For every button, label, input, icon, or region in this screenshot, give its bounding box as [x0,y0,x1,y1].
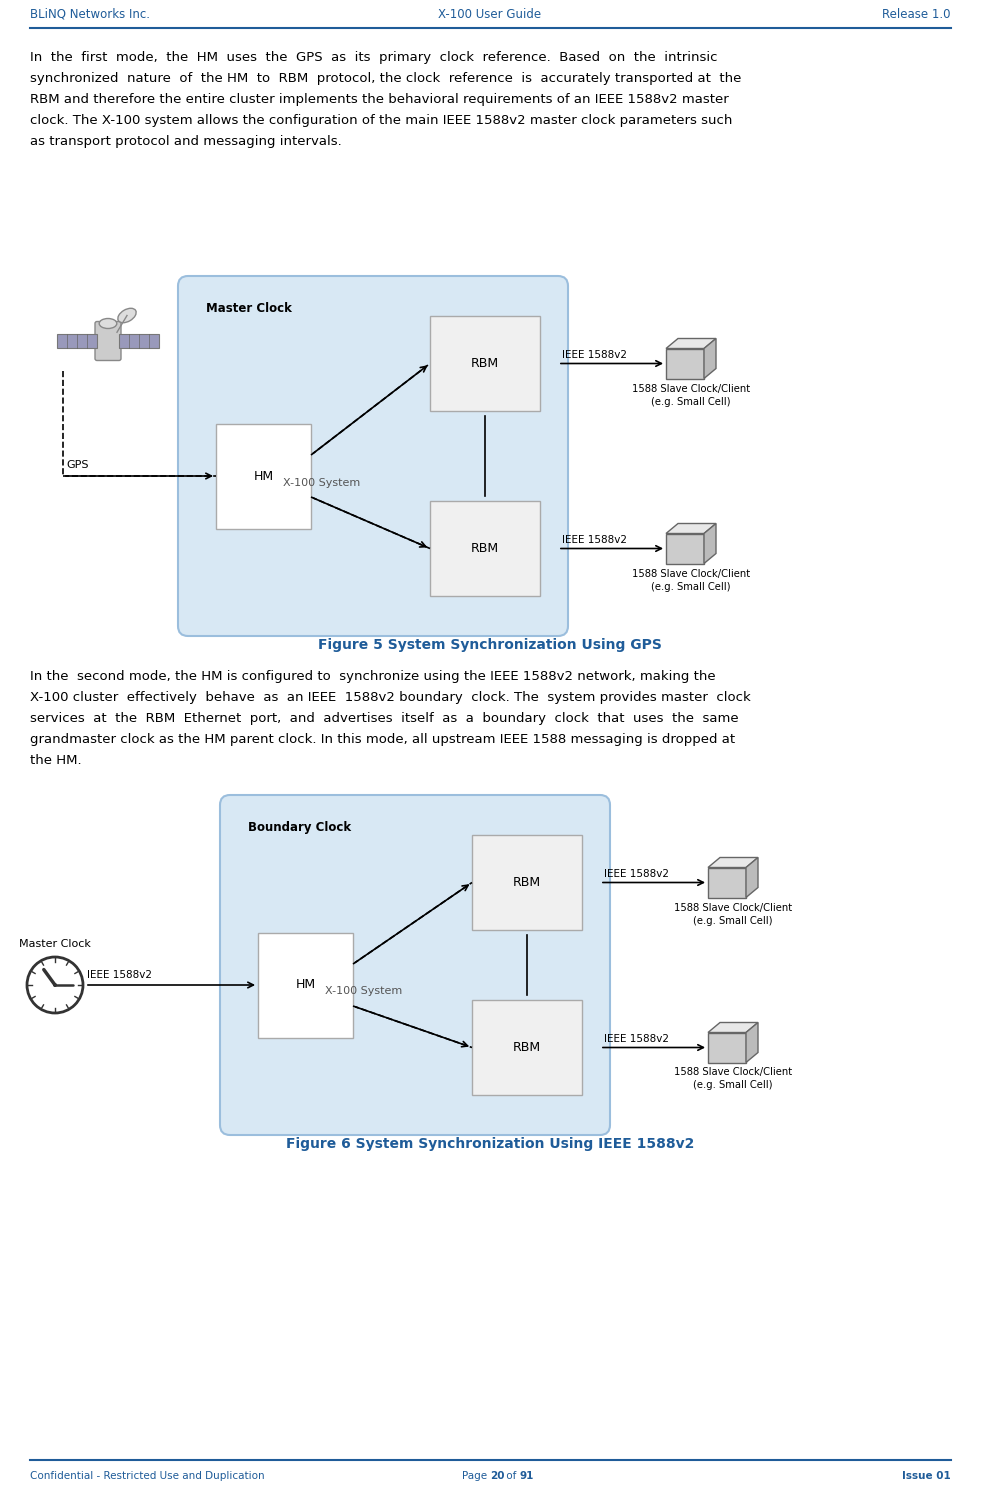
Polygon shape [704,338,716,378]
Text: as transport protocol and messaging intervals.: as transport protocol and messaging inte… [30,135,341,148]
Text: In the  second mode, the HM is configured to  synchronize using the IEEE 1588v2 : In the second mode, the HM is configured… [30,670,715,684]
Text: BLiNQ Networks Inc.: BLiNQ Networks Inc. [30,7,150,21]
Text: (e.g. Small Cell): (e.g. Small Cell) [694,916,773,926]
Text: 20: 20 [490,1471,504,1481]
Text: RBM: RBM [513,877,542,889]
FancyBboxPatch shape [57,334,97,349]
FancyBboxPatch shape [430,501,540,595]
FancyBboxPatch shape [472,999,582,1095]
Text: RBM: RBM [471,358,499,370]
Text: services  at  the  RBM  Ethernet  port,  and  advertises  itself  as  a  boundar: services at the RBM Ethernet port, and a… [30,712,739,726]
Ellipse shape [118,308,136,323]
Text: (e.g. Small Cell): (e.g. Small Cell) [694,1080,773,1091]
Text: Issue 01: Issue 01 [903,1471,951,1481]
Text: synchronized  nature  of  the HM  to  RBM  protocol, the clock  reference  is  a: synchronized nature of the HM to RBM pro… [30,72,742,85]
Text: IEEE 1588v2: IEEE 1588v2 [562,534,627,545]
Text: IEEE 1588v2: IEEE 1588v2 [604,1034,669,1044]
Text: (e.g. Small Cell): (e.g. Small Cell) [651,396,731,407]
FancyBboxPatch shape [119,334,159,349]
FancyBboxPatch shape [708,868,746,898]
Text: HM: HM [295,978,316,992]
Text: Figure 6 System Synchronization Using IEEE 1588v2: Figure 6 System Synchronization Using IE… [285,1137,695,1150]
FancyBboxPatch shape [178,275,568,636]
Text: 91: 91 [520,1471,535,1481]
FancyBboxPatch shape [220,794,610,1135]
Polygon shape [666,338,716,349]
FancyBboxPatch shape [95,322,121,361]
Text: IEEE 1588v2: IEEE 1588v2 [562,350,627,359]
Text: HM: HM [253,470,274,483]
Text: Figure 5 System Synchronization Using GPS: Figure 5 System Synchronization Using GP… [318,637,662,652]
Text: grandmaster clock as the HM parent clock. In this mode, all upstream IEEE 1588 m: grandmaster clock as the HM parent clock… [30,733,735,747]
Text: 1588 Slave Clock/Client: 1588 Slave Clock/Client [632,383,750,393]
Circle shape [27,957,83,1013]
Polygon shape [746,1022,758,1062]
Text: the HM.: the HM. [30,754,81,767]
FancyBboxPatch shape [472,835,582,931]
FancyBboxPatch shape [216,423,311,528]
Text: GPS: GPS [66,459,88,470]
FancyBboxPatch shape [666,349,704,378]
Text: Master Clock: Master Clock [206,302,292,316]
Polygon shape [708,1022,758,1032]
Polygon shape [666,524,716,534]
Text: Boundary Clock: Boundary Clock [248,821,351,833]
Text: RBM and therefore the entire cluster implements the behavioral requirements of a: RBM and therefore the entire cluster imp… [30,93,729,106]
FancyBboxPatch shape [708,1032,746,1062]
Text: 1588 Slave Clock/Client: 1588 Slave Clock/Client [674,902,792,913]
Text: In  the  first  mode,  the  HM  uses  the  GPS  as  its  primary  clock  referen: In the first mode, the HM uses the GPS a… [30,51,717,64]
Text: IEEE 1588v2: IEEE 1588v2 [604,869,669,878]
Text: X-100 System: X-100 System [283,479,360,488]
Ellipse shape [99,319,117,329]
FancyBboxPatch shape [430,316,540,411]
Text: clock. The X-100 system allows the configuration of the main IEEE 1588v2 master : clock. The X-100 system allows the confi… [30,114,733,127]
Text: Confidential - Restricted Use and Duplication: Confidential - Restricted Use and Duplic… [30,1471,265,1481]
Polygon shape [746,857,758,898]
Text: RBM: RBM [513,1041,542,1055]
Circle shape [53,983,57,987]
Text: IEEE 1588v2: IEEE 1588v2 [87,969,152,980]
Text: Page: Page [462,1471,490,1481]
FancyBboxPatch shape [666,534,704,564]
FancyBboxPatch shape [258,932,353,1038]
Text: of: of [503,1471,520,1481]
Text: (e.g. Small Cell): (e.g. Small Cell) [651,582,731,591]
Text: Release 1.0: Release 1.0 [883,7,951,21]
Text: 1588 Slave Clock/Client: 1588 Slave Clock/Client [674,1068,792,1077]
Text: X-100 User Guide: X-100 User Guide [439,7,542,21]
Polygon shape [708,857,758,868]
Text: 1588 Slave Clock/Client: 1588 Slave Clock/Client [632,568,750,579]
Text: X-100 cluster  effectively  behave  as  an IEEE  1588v2 boundary  clock. The  sy: X-100 cluster effectively behave as an I… [30,691,750,705]
Text: Master Clock: Master Clock [19,939,91,948]
Text: RBM: RBM [471,542,499,555]
Text: X-100 System: X-100 System [325,986,402,996]
Polygon shape [704,524,716,564]
